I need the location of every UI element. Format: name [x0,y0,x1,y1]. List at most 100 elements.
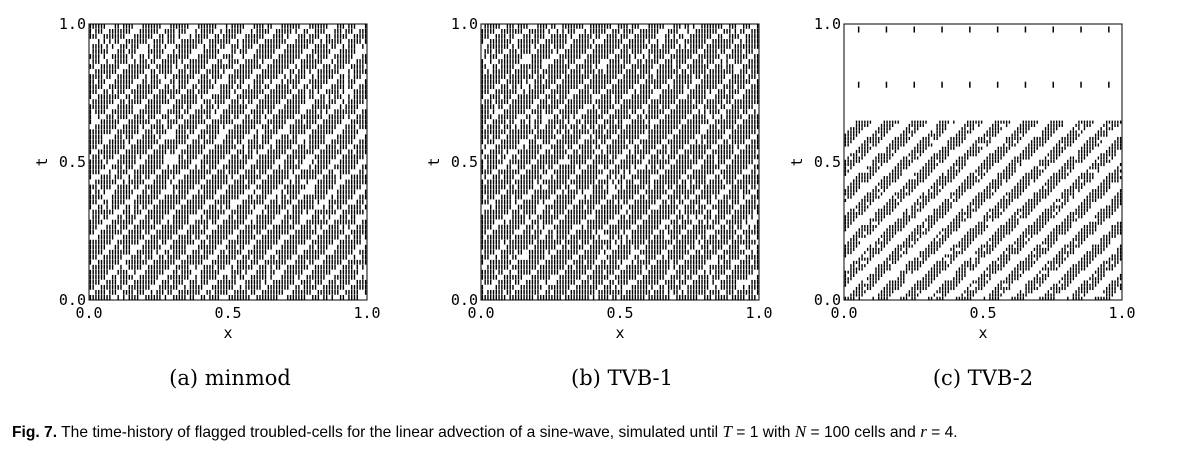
flag-mark [103,269,105,275]
flag-mark [212,159,214,165]
flag-mark [523,259,525,265]
flag-mark [281,24,283,29]
flag-mark [242,124,244,130]
flag-mark [167,119,169,125]
flag-mark [281,144,283,150]
flag-mark [309,124,311,130]
flag-mark [273,289,275,295]
flag-mark [203,34,206,39]
flag-mark [325,294,328,300]
flag-mark [648,279,650,285]
flag-mark [667,259,670,265]
flag-mark [556,224,559,230]
flag-mark [214,144,217,150]
flag-mark [239,134,242,140]
flag-mark [292,94,295,100]
flag-mark [159,259,161,265]
flag-mark [111,229,114,235]
flag-mark [559,279,561,285]
flag-mark [701,229,703,235]
flag-mark [167,219,169,225]
flag-mark [192,124,194,130]
flag-mark [673,264,675,270]
flag-mark [604,249,606,255]
flag-mark [640,289,642,295]
flag-mark [751,269,753,275]
flag-mark [642,274,645,280]
flag-mark [598,234,600,240]
flag-mark [178,139,181,145]
flag-mark [592,279,595,285]
flag-mark [353,104,356,110]
flag-mark [200,259,203,265]
flag-mark [203,244,206,250]
flag-mark [212,229,214,235]
flag-mark [131,154,133,160]
flag-mark [195,114,197,120]
flag-mark [181,154,183,160]
flag-mark [300,199,303,205]
flag-mark [656,294,659,300]
flag-mark [298,79,300,84]
flag-mark [314,119,317,125]
flag-mark [345,279,347,285]
flag-mark [573,274,575,280]
flag-mark [545,269,548,275]
flag-mark [150,184,153,190]
flag-mark [139,109,142,115]
flag-mark [259,279,261,285]
flag-mark [356,239,358,245]
flag-mark [328,259,331,265]
flag-mark [309,139,311,145]
flag-mark [217,214,219,220]
flag-mark [139,34,142,39]
flag-mark [186,104,189,110]
flag-mark [237,164,239,170]
flag-mark [164,204,167,210]
flag-mark [592,274,595,280]
flag-mark [212,274,214,280]
flag-mark [186,209,189,215]
flag-mark [351,259,353,265]
flag-mark [178,249,181,255]
flag-mark [259,219,261,225]
flag-mark [139,114,142,120]
flag-mark [520,269,523,275]
flag-mark [295,129,297,135]
flag-mark [348,234,350,240]
flag-mark [690,269,692,275]
flag-mark [754,229,756,235]
flag-mark [217,169,219,175]
flag-mark [351,24,353,29]
flag-mark [142,244,144,250]
flag-mark [100,194,103,200]
flag-mark [275,204,278,210]
flag-mark [250,209,253,215]
flag-mark [186,179,189,185]
flag-mark [270,164,272,170]
flag-mark [178,69,181,74]
flag-mark [325,259,328,265]
flag-mark [270,79,272,84]
flag-mark [325,254,328,260]
flag-mark [656,244,659,250]
flag-mark [186,174,189,180]
flag-mark [100,294,103,300]
flag-mark [164,194,167,200]
flag-mark [287,169,289,175]
flag-mark [309,89,311,95]
flag-mark [356,279,358,285]
flag-mark [306,264,308,270]
flag-mark [284,194,286,200]
flag-mark [100,274,103,280]
flag-mark [148,49,150,54]
flag-mark [198,89,200,95]
flag-mark [153,39,156,44]
flag-mark [131,109,133,115]
flag-mark [195,139,197,145]
flag-mark [576,284,578,290]
flag-mark [156,49,158,54]
flag-mark [298,219,300,225]
flag-mark [223,144,225,150]
flag-mark [687,264,689,270]
